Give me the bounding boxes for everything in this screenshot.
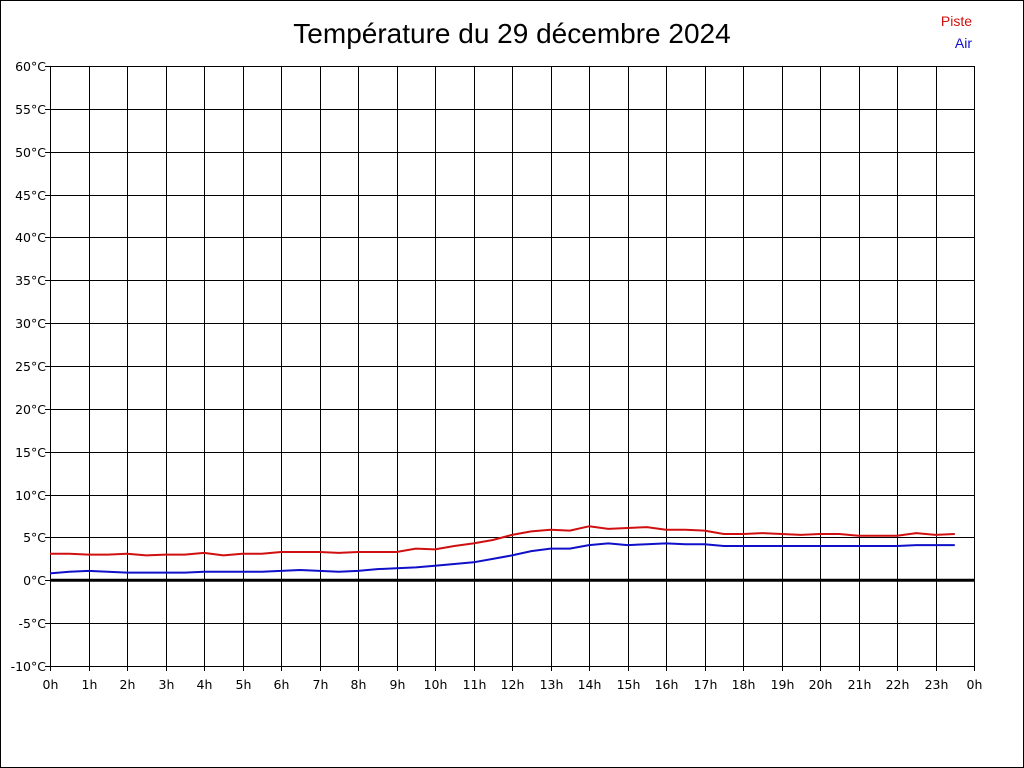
x-tick-label: 0h bbox=[43, 677, 59, 692]
y-tick-label: 55°C bbox=[15, 102, 46, 117]
x-tick-label: 20h bbox=[809, 677, 833, 692]
x-tick-label: 6h bbox=[274, 677, 290, 692]
x-tick-label: 3h bbox=[159, 677, 175, 692]
y-tick-label: 5°C bbox=[23, 530, 46, 545]
y-tick-label: 25°C bbox=[15, 359, 46, 374]
x-tick-label: 10h bbox=[424, 677, 448, 692]
x-tick-label: 8h bbox=[351, 677, 367, 692]
x-tick-label: 21h bbox=[848, 677, 872, 692]
x-tick-label: 2h bbox=[120, 677, 136, 692]
x-tick-label: 17h bbox=[694, 677, 718, 692]
x-tick-label: 18h bbox=[732, 677, 756, 692]
x-tick-label: 12h bbox=[501, 677, 525, 692]
y-axis-ticks: 60°C 55°C 50°C 45°C 40°C 35°C 30°C 25°C 20°C 15°C… bbox=[11, 59, 47, 674]
x-tick-label: 0h bbox=[967, 677, 983, 692]
legend-entry-air: Air bbox=[954, 35, 972, 51]
chart-title: Température du 29 décembre 2024 bbox=[293, 18, 731, 49]
x-tick-label: 9h bbox=[390, 677, 406, 692]
x-tick-label: 22h bbox=[886, 677, 910, 692]
x-axis-ticks: 0h 1h 2h 3h 4h 5h 6h 7h 8h 9h 10h 11h 12h 13h 14h 15h 16… bbox=[43, 677, 983, 692]
x-tick-label: 14h bbox=[578, 677, 602, 692]
y-tick-label: 50°C bbox=[15, 145, 46, 160]
y-tick-label: 10°C bbox=[15, 488, 46, 503]
x-tick-label: 11h bbox=[463, 677, 487, 692]
x-tick-label: 23h bbox=[925, 677, 949, 692]
x-tick-label: 5h bbox=[236, 677, 252, 692]
x-tick-label: 15h bbox=[617, 677, 641, 692]
y-tick-label: 45°C bbox=[15, 188, 46, 203]
x-tick-label: 19h bbox=[771, 677, 795, 692]
y-tick-label: 30°C bbox=[15, 316, 46, 331]
y-tick-label: 60°C bbox=[15, 59, 46, 74]
series-lines bbox=[49, 525, 955, 575]
y-tick-label: 15°C bbox=[15, 445, 46, 460]
x-tick-label: 16h bbox=[655, 677, 679, 692]
legend-entry-piste: Piste bbox=[940, 13, 972, 29]
plot-border bbox=[50, 66, 975, 667]
plot-area-border bbox=[50, 66, 975, 667]
y-tick-label: 35°C bbox=[15, 273, 46, 288]
y-tick-label: 40°C bbox=[15, 230, 46, 245]
x-tick-label: 4h bbox=[197, 677, 213, 692]
series-line-piste bbox=[50, 525, 955, 557]
y-tick-label: 20°C bbox=[15, 402, 46, 417]
x-tick-label: 13h bbox=[540, 677, 564, 692]
series-line-air bbox=[49, 542, 955, 575]
x-tick-label: 1h bbox=[82, 677, 98, 692]
y-tick-label: -10°C bbox=[11, 659, 47, 674]
y-tick-label: -5°C bbox=[19, 616, 47, 631]
y-tick-label: 0°C bbox=[23, 573, 46, 588]
x-tick-label: 7h bbox=[313, 677, 329, 692]
